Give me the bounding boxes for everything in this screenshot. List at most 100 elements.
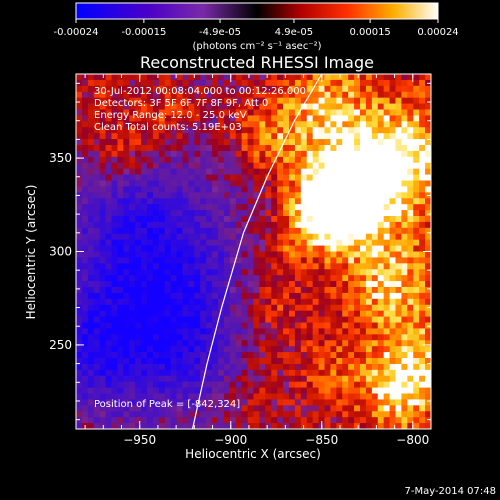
heatmap-cell <box>176 263 183 270</box>
heatmap-cell <box>342 257 349 264</box>
heatmap-cell <box>123 328 130 335</box>
heatmap-cell <box>383 198 390 205</box>
heatmap-cell <box>93 298 101 306</box>
heatmap-cell <box>401 275 408 282</box>
heatmap-cell <box>306 257 314 264</box>
heatmap-cell <box>93 239 101 246</box>
heatmap-cell <box>111 393 118 400</box>
heatmap-cell <box>194 156 201 164</box>
heatmap-cell <box>253 322 260 329</box>
heatmap-cell <box>117 186 124 193</box>
heatmap-cell <box>152 186 160 193</box>
heatmap-cell <box>277 168 284 175</box>
heatmap-cell <box>283 233 290 241</box>
heatmap-cell <box>425 257 431 264</box>
heatmap-cell <box>200 245 207 252</box>
heatmap-cell <box>348 139 355 146</box>
heatmap-cell <box>360 133 367 140</box>
heatmap-cell <box>229 399 237 406</box>
heatmap-cell <box>158 168 166 175</box>
heatmap-cell <box>277 97 284 104</box>
heatmap-cell <box>407 109 414 116</box>
heatmap-cell <box>330 363 337 371</box>
heatmap-cell <box>395 210 402 217</box>
heatmap-cell <box>170 156 177 164</box>
heatmap-cell <box>324 251 331 258</box>
heatmap-cell <box>306 263 314 270</box>
heatmap-cell <box>277 174 284 181</box>
heatmap-cell <box>413 168 420 175</box>
heatmap-cell <box>247 103 254 110</box>
heatmap-cell <box>158 358 166 365</box>
heatmap-cell <box>419 316 426 323</box>
heatmap-cell <box>407 411 414 418</box>
heatmap-cell <box>241 393 248 400</box>
heatmap-cell <box>111 174 118 181</box>
heatmap-cell <box>383 174 390 181</box>
heatmap-cell <box>407 257 414 264</box>
heatmap-cell <box>253 292 260 300</box>
heatmap-cell <box>330 417 337 424</box>
heatmap-cell <box>271 127 278 134</box>
heatmap-cell <box>164 186 172 193</box>
heatmap-cell <box>425 204 431 211</box>
heatmap-cell <box>277 310 284 317</box>
heatmap-cell <box>401 127 408 134</box>
heatmap-cell <box>312 381 319 388</box>
heatmap-cell <box>365 109 373 116</box>
heatmap-cell <box>218 399 225 406</box>
heatmap-cell <box>271 292 278 300</box>
heatmap-cell <box>300 292 308 300</box>
heatmap-cell <box>105 121 112 128</box>
heatmap-cell <box>93 322 101 329</box>
heatmap-cell <box>365 316 373 323</box>
heatmap-cell <box>395 423 402 429</box>
heatmap-cell <box>141 210 148 217</box>
heatmap-cell <box>425 85 431 93</box>
heatmap-cell <box>182 340 189 347</box>
heatmap-cell <box>342 417 349 424</box>
heatmap-cell <box>324 103 331 110</box>
heatmap-cell <box>377 85 385 93</box>
heatmap-cell <box>218 233 225 241</box>
heatmap-cell <box>389 393 396 400</box>
heatmap-cell <box>235 127 243 134</box>
heatmap-cell <box>371 387 379 394</box>
heatmap-cell <box>253 121 260 128</box>
heatmap-cell <box>194 233 201 241</box>
heatmap-cell <box>99 263 106 270</box>
heatmap-cell <box>229 251 237 258</box>
heatmap-cell <box>348 133 355 140</box>
heatmap-cell <box>360 198 367 205</box>
heatmap-cell <box>383 281 390 288</box>
heatmap-cell <box>117 310 124 317</box>
heatmap-cell <box>141 168 148 175</box>
heatmap-cell <box>401 310 408 317</box>
heatmap-cell <box>182 322 189 329</box>
heatmap-cell <box>401 121 408 128</box>
heatmap-cell <box>99 322 106 329</box>
heatmap-cell <box>306 233 314 241</box>
heatmap-cell <box>419 263 426 270</box>
heatmap-cell <box>152 162 160 170</box>
heatmap-cell <box>395 399 402 406</box>
heatmap-cell <box>194 145 201 152</box>
heatmap-cell <box>206 97 213 104</box>
heatmap-cell <box>194 375 201 383</box>
heatmap-cell <box>324 156 331 164</box>
heatmap-cell <box>123 174 130 181</box>
heatmap-cell <box>229 292 237 300</box>
heatmap-cell <box>87 352 95 359</box>
heatmap-cell <box>241 334 248 341</box>
heatmap-cell <box>206 79 213 87</box>
heatmap-cell <box>283 340 290 347</box>
heatmap-cell <box>354 322 361 329</box>
heatmap-cell <box>371 210 379 217</box>
heatmap-cell <box>99 91 106 99</box>
heatmap-cell <box>360 227 367 235</box>
heatmap-cell <box>241 358 248 365</box>
heatmap-cell <box>342 387 349 394</box>
heatmap-cell <box>247 287 254 294</box>
heatmap-cell <box>111 79 118 87</box>
heatmap-cell <box>306 375 314 383</box>
